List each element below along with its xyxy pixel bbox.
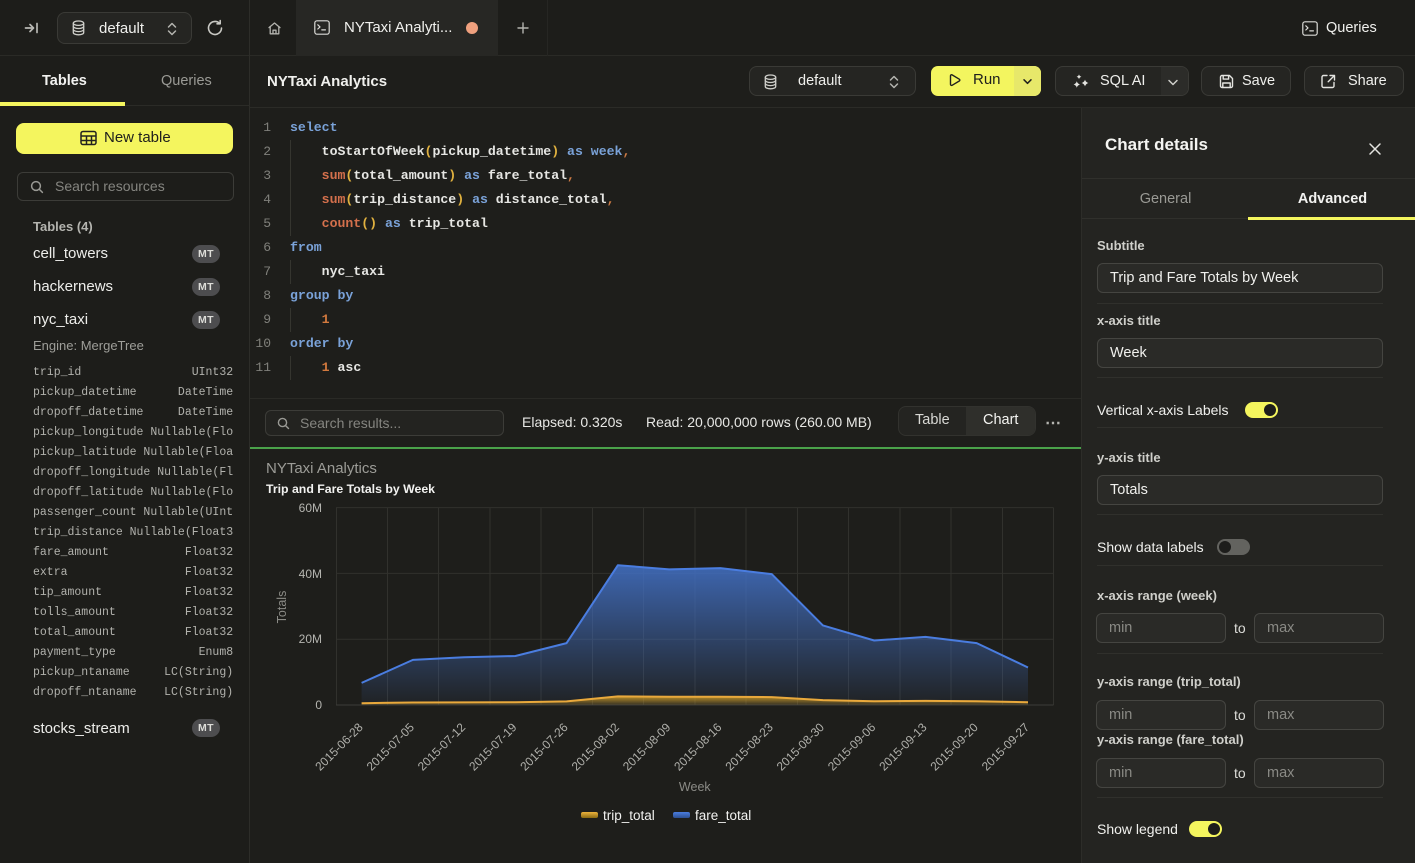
svg-text:2015-07-12: 2015-07-12	[415, 720, 469, 774]
svg-text:NYTaxi Analytics: NYTaxi Analytics	[266, 460, 377, 477]
svg-text:2015-08-30: 2015-08-30	[774, 720, 828, 774]
svg-text:20M: 20M	[299, 632, 322, 646]
svg-text:2015-09-13: 2015-09-13	[876, 720, 930, 774]
svg-text:60M: 60M	[299, 501, 322, 515]
svg-text:2015-08-02: 2015-08-02	[569, 720, 623, 774]
svg-text:trip_total: trip_total	[603, 808, 655, 823]
svg-text:0: 0	[315, 698, 322, 712]
svg-text:2015-08-23: 2015-08-23	[723, 720, 777, 774]
svg-text:2015-09-06: 2015-09-06	[825, 720, 879, 774]
svg-text:2015-09-27: 2015-09-27	[979, 720, 1033, 774]
svg-text:2015-09-20: 2015-09-20	[928, 720, 982, 774]
svg-text:Week: Week	[679, 780, 711, 794]
svg-text:2015-07-05: 2015-07-05	[364, 720, 418, 774]
svg-text:2015-08-09: 2015-08-09	[620, 720, 674, 774]
svg-text:2015-07-26: 2015-07-26	[517, 720, 571, 774]
svg-text:2015-07-19: 2015-07-19	[466, 720, 520, 774]
svg-text:40M: 40M	[299, 567, 322, 581]
svg-text:Trip and Fare Totals by Week: Trip and Fare Totals by Week	[266, 482, 435, 496]
svg-text:2015-06-28: 2015-06-28	[312, 720, 366, 774]
svg-text:Totals: Totals	[275, 591, 289, 624]
svg-text:fare_total: fare_total	[695, 808, 751, 823]
svg-text:2015-08-16: 2015-08-16	[671, 720, 725, 774]
